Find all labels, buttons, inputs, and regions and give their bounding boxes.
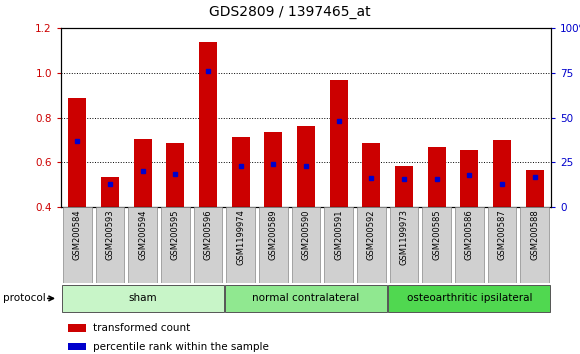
FancyBboxPatch shape bbox=[259, 207, 288, 283]
FancyBboxPatch shape bbox=[388, 285, 550, 312]
Text: GSM1199973: GSM1199973 bbox=[400, 209, 408, 266]
Bar bbox=[493, 140, 511, 207]
Text: GSM200584: GSM200584 bbox=[72, 209, 82, 260]
Text: GSM200589: GSM200589 bbox=[269, 209, 278, 260]
FancyBboxPatch shape bbox=[357, 207, 386, 283]
FancyBboxPatch shape bbox=[520, 207, 549, 283]
Bar bbox=[395, 166, 413, 207]
Bar bbox=[461, 150, 478, 207]
FancyBboxPatch shape bbox=[488, 207, 516, 283]
FancyBboxPatch shape bbox=[390, 207, 418, 283]
Text: GSM200591: GSM200591 bbox=[334, 209, 343, 260]
Bar bbox=[297, 126, 315, 207]
FancyBboxPatch shape bbox=[128, 207, 157, 283]
Bar bbox=[231, 137, 249, 207]
FancyBboxPatch shape bbox=[63, 207, 92, 283]
Bar bbox=[329, 80, 347, 207]
Bar bbox=[264, 132, 282, 207]
FancyBboxPatch shape bbox=[161, 207, 190, 283]
Text: GSM1199974: GSM1199974 bbox=[236, 209, 245, 265]
Text: osteoarthritic ipsilateral: osteoarthritic ipsilateral bbox=[407, 293, 532, 303]
Bar bbox=[68, 98, 86, 207]
Bar bbox=[166, 143, 184, 207]
FancyBboxPatch shape bbox=[225, 285, 387, 312]
Text: GSM200592: GSM200592 bbox=[367, 209, 376, 260]
FancyBboxPatch shape bbox=[61, 285, 224, 312]
Bar bbox=[362, 143, 380, 207]
Bar bbox=[133, 139, 151, 207]
Text: GSM200590: GSM200590 bbox=[302, 209, 310, 260]
Text: percentile rank within the sample: percentile rank within the sample bbox=[93, 342, 269, 352]
FancyBboxPatch shape bbox=[455, 207, 484, 283]
Text: GSM200588: GSM200588 bbox=[530, 209, 539, 260]
FancyBboxPatch shape bbox=[226, 207, 255, 283]
Text: GDS2809 / 1397465_at: GDS2809 / 1397465_at bbox=[209, 5, 371, 19]
Text: GSM200596: GSM200596 bbox=[204, 209, 212, 260]
Text: GSM200595: GSM200595 bbox=[171, 209, 180, 260]
Text: normal contralateral: normal contralateral bbox=[252, 293, 360, 303]
FancyBboxPatch shape bbox=[324, 207, 353, 283]
Bar bbox=[199, 42, 217, 207]
FancyBboxPatch shape bbox=[194, 207, 222, 283]
Text: GSM200593: GSM200593 bbox=[106, 209, 114, 260]
Text: sham: sham bbox=[128, 293, 157, 303]
Bar bbox=[68, 324, 86, 332]
Text: GSM200586: GSM200586 bbox=[465, 209, 474, 260]
Text: transformed count: transformed count bbox=[93, 323, 190, 333]
Bar bbox=[525, 170, 543, 207]
Text: GSM200585: GSM200585 bbox=[432, 209, 441, 260]
FancyBboxPatch shape bbox=[96, 207, 124, 283]
FancyBboxPatch shape bbox=[422, 207, 451, 283]
Bar bbox=[68, 343, 86, 350]
Text: protocol: protocol bbox=[3, 293, 46, 303]
Bar bbox=[427, 147, 445, 207]
Text: GSM200587: GSM200587 bbox=[498, 209, 506, 260]
Bar bbox=[101, 177, 119, 207]
FancyBboxPatch shape bbox=[292, 207, 320, 283]
Text: GSM200594: GSM200594 bbox=[138, 209, 147, 260]
